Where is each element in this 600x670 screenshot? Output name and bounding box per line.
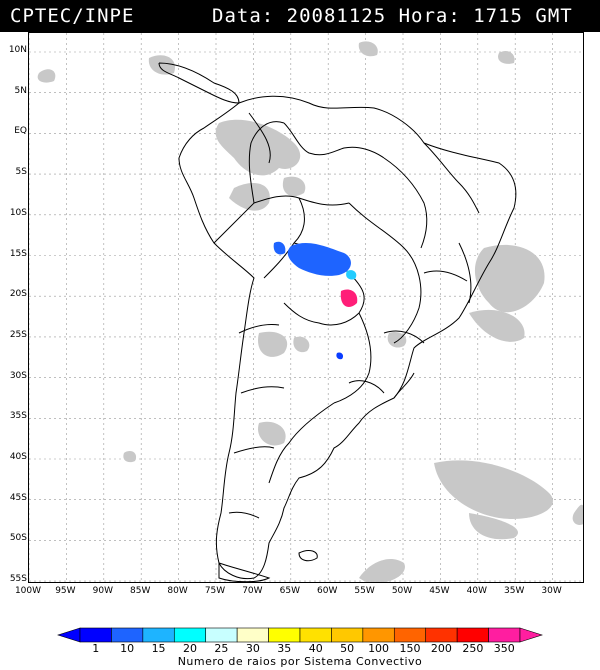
lightning-cluster-corrientes (336, 352, 344, 360)
colorbar-swatch (331, 627, 364, 643)
colorbar-swatch (425, 627, 458, 643)
source-label: CPTEC/INPE (10, 5, 135, 27)
latitude-label: 15S (9, 248, 27, 259)
longitude-label: 40W (466, 586, 487, 596)
coastlines-and-borders (158, 62, 517, 582)
colorbar-tick-label: 40 (308, 642, 323, 655)
colorbar-swatch (299, 627, 332, 643)
lightning-cluster-bolivia-south (287, 243, 351, 276)
latitude-label: 35S (9, 411, 27, 422)
colorbar-tick-label: 20 (183, 642, 197, 655)
longitude-label: 65W (279, 586, 300, 596)
longitude-label: 75W (204, 586, 226, 596)
latitude-label: EQ (14, 126, 27, 137)
colorbar-tick-label: 35 (277, 642, 292, 655)
colorbar-tick-label: 200 (430, 642, 452, 655)
latitude-label: 55S (9, 574, 27, 585)
colorbar (57, 627, 543, 643)
colorbar-tick-label: 15 (151, 642, 166, 655)
latitude-label: 5S (15, 167, 27, 178)
map-frame (28, 32, 584, 583)
latitude-label: 10N (8, 45, 27, 55)
latitude-label: 45S (9, 492, 27, 503)
colorbar-tick-label: 25 (214, 642, 229, 655)
longitude-label: 100W (14, 586, 42, 596)
colorbar-tick-label: 350 (493, 642, 515, 655)
longitude-label: 95W (55, 586, 76, 596)
longitude-label: 30W (541, 586, 562, 596)
lightning-cluster-mato-grosso (346, 270, 357, 280)
south-america-map (29, 33, 583, 582)
latitude-label: 5N (14, 85, 27, 96)
colorbar-swatch (393, 627, 427, 643)
colorbar-max-arrow (519, 627, 543, 643)
colorbar-swatch (205, 627, 238, 643)
colorbar-tick-label: 10 (120, 642, 135, 655)
latitude-label: 10S (9, 207, 27, 218)
latitude-label: 30S (9, 370, 27, 381)
colorbar-min-arrow (57, 627, 81, 643)
title-bar: CPTEC/INPE Data: 20081125 Hora: 1715 GMT (0, 0, 600, 32)
lightning-cluster-paraguay (340, 289, 358, 307)
colorbar-swatch (488, 627, 521, 643)
colorbar-tick-label: 150 (399, 642, 421, 655)
latitude-label: 20S (9, 289, 27, 300)
lightning-clusters (273, 241, 358, 360)
longitude-label: 50W (391, 586, 413, 596)
longitude-label: 90W (92, 586, 113, 596)
lightning-cluster-bolivia-north (273, 241, 286, 255)
colorbar-swatch (111, 627, 144, 643)
colorbar-swatch (173, 627, 207, 643)
latitude-label: 50S (9, 533, 27, 544)
colorbar-swatch (456, 627, 489, 643)
longitude-label: 35W (504, 586, 525, 596)
longitude-label: 45W (429, 586, 450, 596)
colorbar-swatch (268, 627, 301, 643)
colorbar-swatch (142, 627, 175, 643)
colorbar-tick-label: 250 (462, 642, 484, 655)
colorbar-swatch (362, 627, 395, 643)
latitude-label: 40S (9, 452, 27, 462)
longitude-label: 85W (130, 586, 151, 596)
colorbar-tick-label: 100 (368, 642, 390, 655)
longitude-label: 60W (317, 586, 338, 596)
satellite-cloud-cover (37, 41, 583, 582)
datetime-label: Data: 20081125 Hora: 1715 GMT (212, 5, 573, 27)
colorbar-tick-label: 30 (245, 642, 260, 655)
colorbar-caption: Numero de raios por Sistema Convectivo (177, 655, 423, 668)
longitude-label: 55W (354, 586, 375, 596)
colorbar-swatch (79, 627, 112, 643)
longitude-label: 70W (242, 586, 263, 596)
colorbar-swatch (236, 627, 269, 643)
colorbar-tick-label: 1 (92, 642, 100, 655)
longitude-label: 80W (167, 586, 188, 596)
colorbar-tick-label: 50 (340, 642, 355, 655)
latitude-label: 25S (9, 329, 27, 340)
